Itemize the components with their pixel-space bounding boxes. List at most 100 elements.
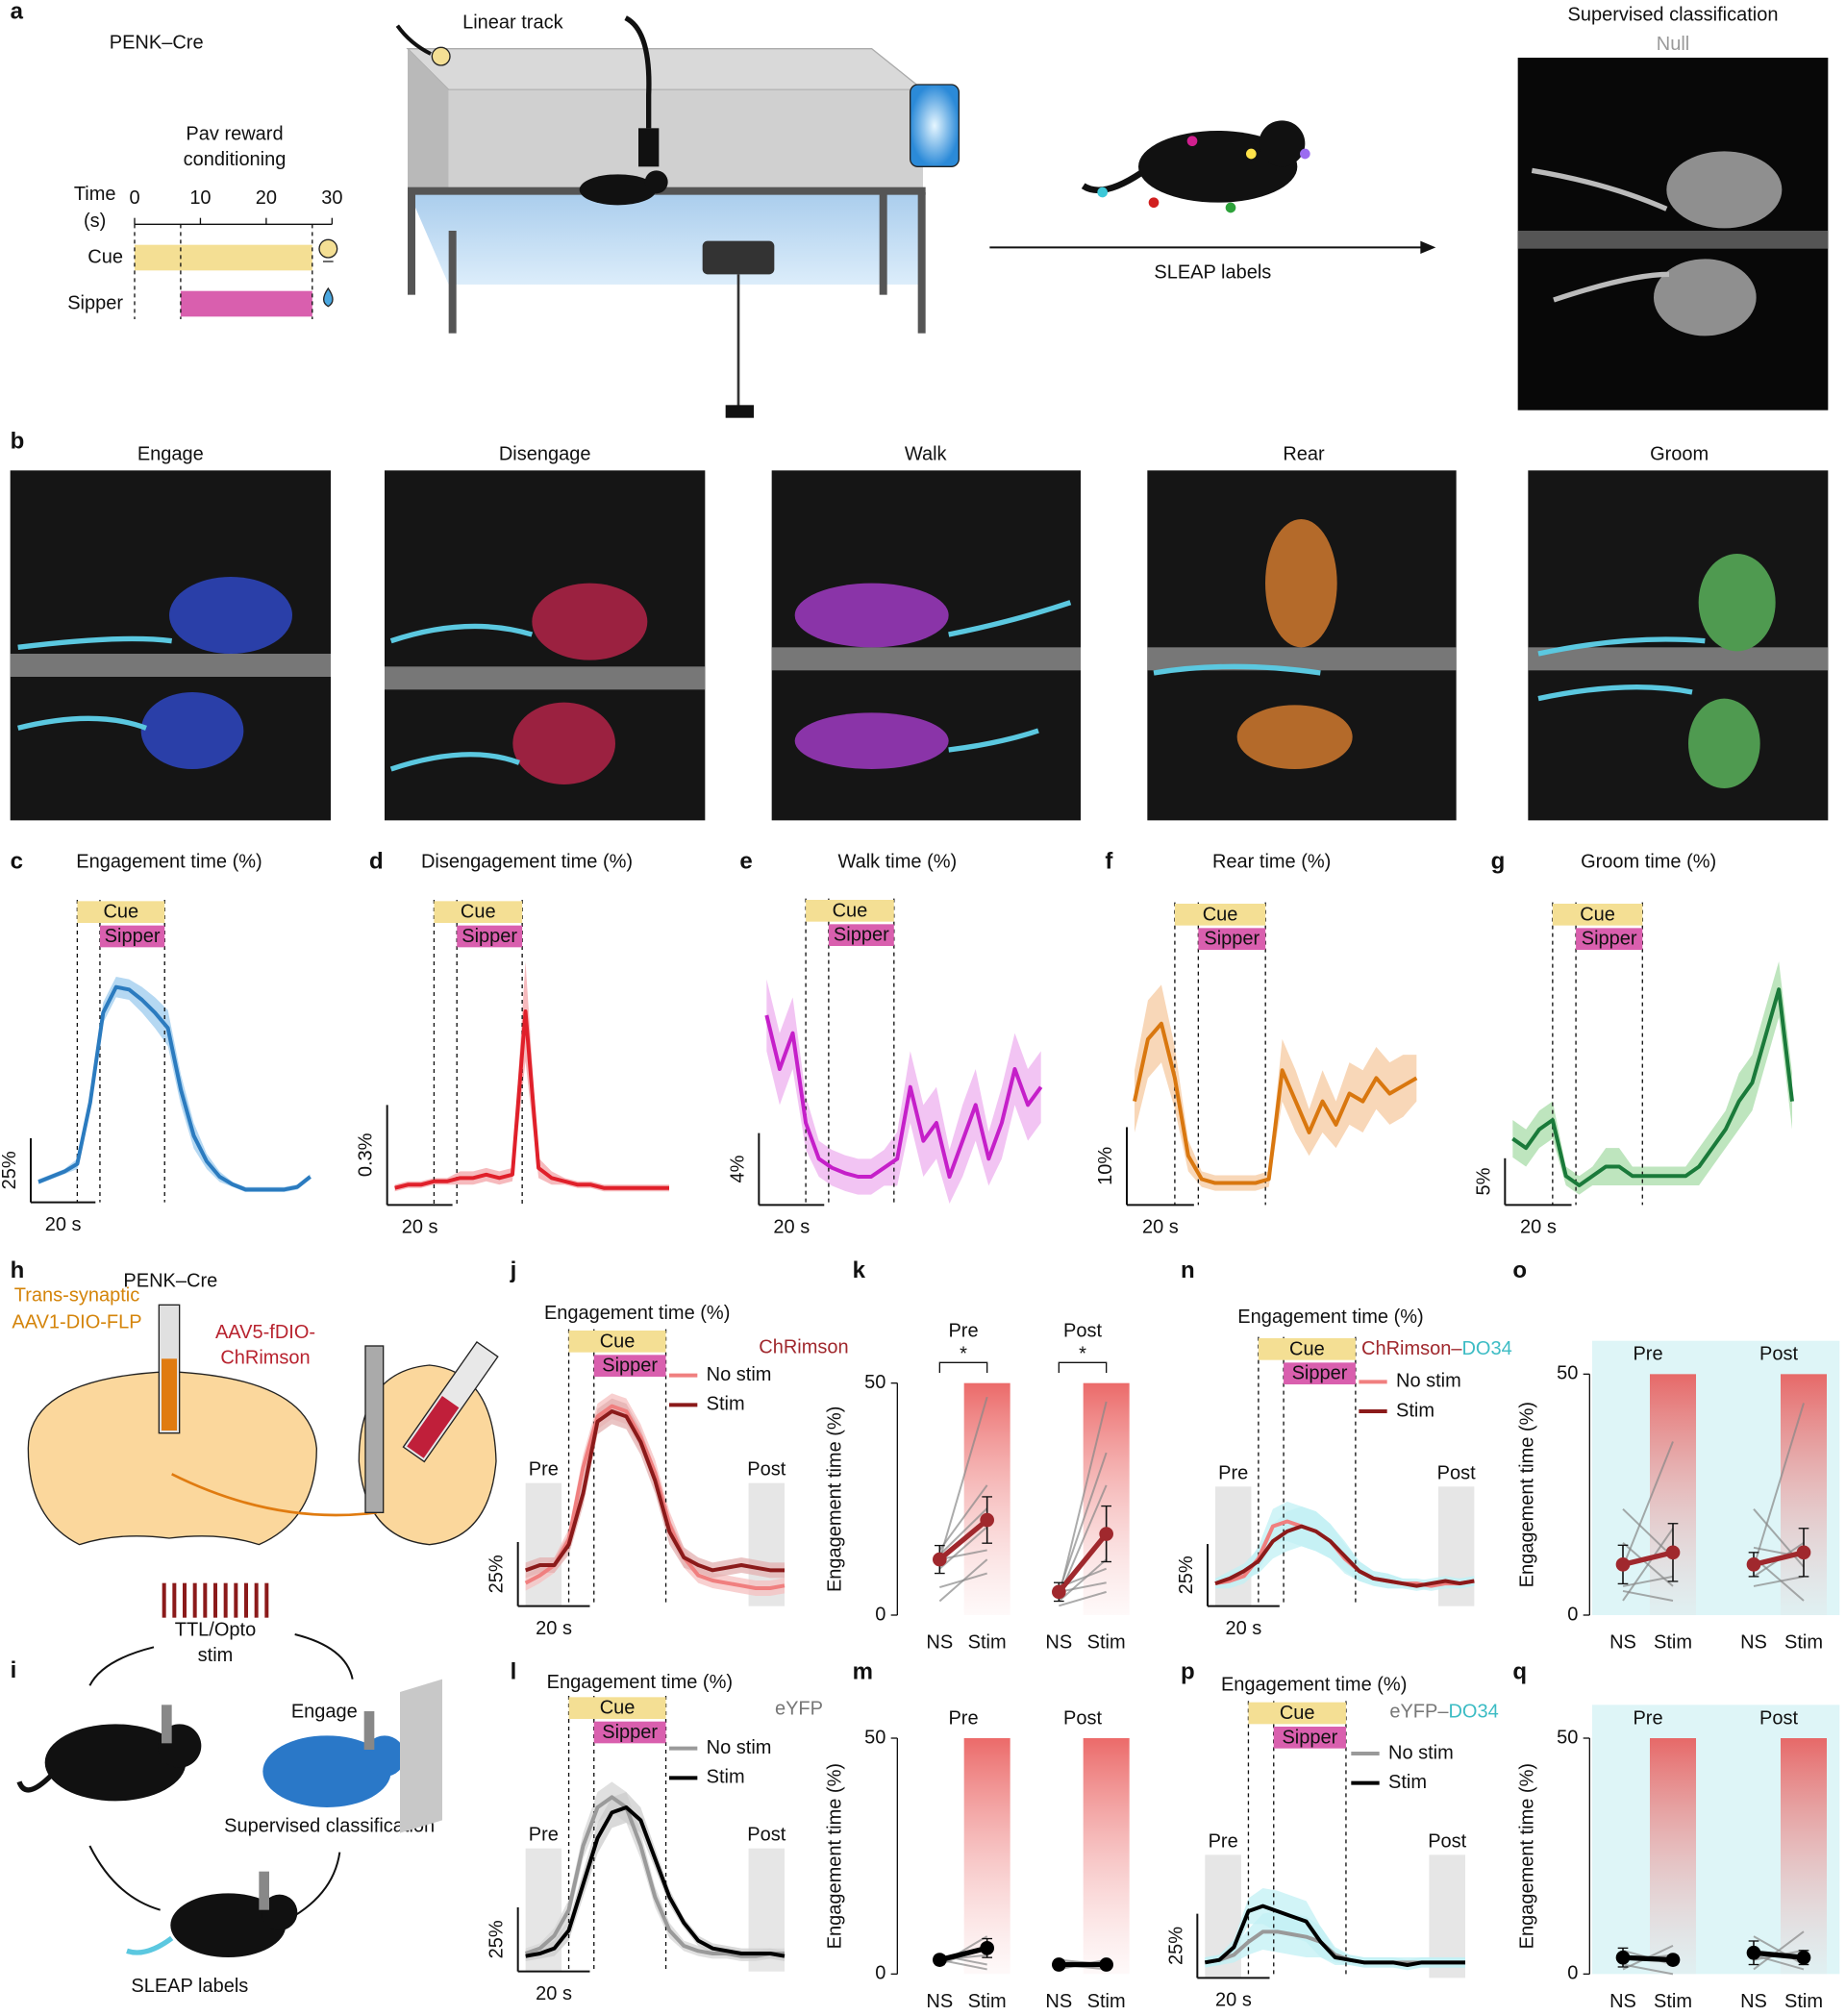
mean-line — [1753, 1550, 1805, 1567]
cue-bar — [77, 901, 165, 923]
behaviour-label: Engage — [137, 444, 204, 465]
trace-line — [1204, 1904, 1465, 1967]
individual-line — [1058, 1401, 1108, 1597]
chart-title: Engagement time (%) — [547, 1672, 733, 1693]
protocol: conditioning — [184, 149, 287, 170]
individual-line — [1622, 1963, 1674, 1976]
mean-dot — [980, 1941, 994, 1955]
sipper-label: Sipper — [1282, 1727, 1337, 1748]
x-scale-label: 20 s — [1226, 1618, 1262, 1639]
mean-dot — [1052, 1584, 1066, 1600]
sipper-bar — [1576, 928, 1643, 950]
photo — [771, 470, 1081, 821]
cue-bar — [1552, 904, 1643, 926]
individual-line — [938, 1484, 988, 1552]
interval — [180, 290, 312, 317]
chart-title: Engagement time (%) — [76, 852, 262, 873]
x-tick-label: NS — [926, 1632, 953, 1654]
panel-letter: h — [11, 1257, 25, 1283]
labels-label: SLEAP labels — [131, 1976, 248, 1997]
legend-label: No stim — [1396, 1371, 1461, 1392]
x-scale-label: 20 s — [536, 1983, 572, 2004]
y-scale-label: 25% — [0, 1151, 20, 1189]
mean-dot — [933, 1953, 947, 1967]
window-label: Post — [747, 1459, 786, 1481]
cue-bar — [568, 1697, 666, 1719]
x-tick-label: Stim — [1087, 1632, 1126, 1654]
annotation-part: ChRimson — [759, 1337, 848, 1358]
sipper-bar — [1284, 1362, 1356, 1384]
panel-letter: g — [1491, 849, 1506, 875]
y-scale-label: 5% — [1473, 1167, 1494, 1195]
y-axis-label: Engagement time (%) — [1517, 1402, 1538, 1587]
panel-letter: b — [11, 428, 25, 454]
chart-title: Engagement time (%) — [544, 1303, 730, 1324]
trace-line — [394, 1009, 669, 1190]
individual-line — [938, 1507, 988, 1556]
legend-label: Stim — [707, 1767, 745, 1788]
y-tick-label: 0 — [1567, 1604, 1578, 1625]
mean-line — [1753, 1950, 1805, 1960]
chart-title: Rear time (%) — [1212, 852, 1331, 873]
photo — [385, 470, 706, 821]
trace-line — [764, 1014, 1043, 1179]
individual-line — [939, 1958, 987, 1971]
sipper-label: Sipper — [602, 1356, 658, 1377]
sipper-bar — [593, 1721, 666, 1744]
classification-frame — [1517, 58, 1829, 411]
error-band — [766, 979, 1041, 1204]
virus-label: AAV1-DIO-FLP — [12, 1311, 141, 1332]
cue-bar — [434, 901, 523, 923]
panel-letter: l — [511, 1658, 517, 1684]
group-label: Post — [1063, 1707, 1102, 1729]
x-tick-label: NS — [926, 1991, 953, 2012]
window-label: Post — [747, 1825, 786, 1846]
individual-line — [1622, 1441, 1674, 1568]
error-band — [1512, 961, 1792, 1195]
panel-letter: p — [1181, 1658, 1195, 1684]
stim-shade — [1650, 1738, 1696, 1975]
engage-label: Engage — [291, 1702, 358, 1723]
x-scale-label: 20 s — [45, 1214, 82, 1235]
panel-letter: j — [510, 1257, 517, 1283]
panel-letter: o — [1512, 1257, 1527, 1283]
x-tick-label: Stim — [1087, 1991, 1126, 2012]
mouse — [262, 1679, 442, 1833]
window-label: Pre — [529, 1825, 559, 1846]
individual-line — [1753, 1575, 1805, 1587]
panel-i: TTL/Opto stim Engage Supervised classifi… — [16, 1582, 442, 1997]
y-scale-label: 25% — [1165, 1927, 1186, 1965]
legend-label: No stim — [707, 1737, 772, 1758]
x-scale-label: 20 s — [1142, 1217, 1179, 1238]
window-label: Pre — [1218, 1462, 1248, 1483]
panel-letter: n — [1181, 1257, 1195, 1283]
mean-line — [937, 1518, 989, 1562]
category-label: Cue — [87, 246, 123, 267]
output-title: Supervised classification — [1568, 4, 1779, 25]
mean-dot — [980, 1512, 994, 1528]
sipper-bar — [828, 924, 894, 946]
mean-dot — [1746, 1945, 1761, 1960]
category-label: Sipper — [67, 292, 123, 313]
mean-line — [1622, 1550, 1674, 1567]
cue-label: Cue — [600, 1331, 636, 1352]
cue-bar — [1174, 904, 1266, 926]
legend-label: Stim — [1396, 1400, 1434, 1421]
significance: * — [960, 1344, 967, 1365]
chart-title: Disengagement time (%) — [421, 852, 633, 873]
x-scale-label: 20 s — [773, 1217, 810, 1238]
sipper-label: Sipper — [602, 1722, 658, 1743]
behaviour-label: Disengage — [499, 444, 591, 465]
mean-dot — [1052, 1957, 1066, 1972]
annotation-part: DO34 — [1448, 1702, 1498, 1723]
mean-dot — [1099, 1527, 1113, 1541]
mean-dot — [1796, 1545, 1811, 1560]
mean-dot — [933, 1552, 947, 1567]
cue-label: Cue — [1289, 1338, 1325, 1359]
y-axis-label: Engagement time (%) — [1517, 1763, 1538, 1949]
virus-label: ChRimson — [220, 1348, 310, 1369]
trace-line — [525, 1805, 786, 1958]
window-label: Post — [1428, 1830, 1466, 1852]
annotation-part: ChRimson– — [1361, 1338, 1462, 1359]
